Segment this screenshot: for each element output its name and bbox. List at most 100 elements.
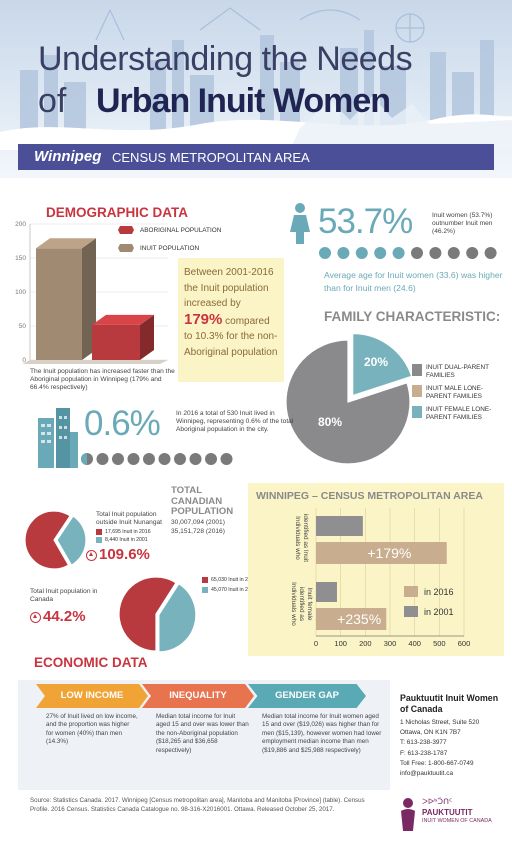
women-dots [319,247,497,259]
age-text: Average age for Inuit women (33.6) was h… [324,270,503,293]
family-slice-label-dual: 80% [318,415,342,429]
wpg-bar-2016 [316,608,387,630]
demo-tick-label: 0 [22,357,26,364]
banner [18,144,494,170]
outside-nunangat-change: 109.6% [86,546,150,563]
wpg-bar-pct-label: +179% [367,545,411,561]
share-dot [174,453,186,465]
legend-swatch-male [412,385,422,398]
share-dot [220,453,233,465]
family-legend-item: INUIT DUAL-PARENT FAMILIES [412,364,508,379]
banner-subtitle: CENSUS METROPOLITAN AREA [112,150,310,165]
women-dot [374,247,387,259]
legend-male: INUIT MALE LONE-PARENT FAMILIES [426,385,484,400]
tab-inequality: INEQUALITY [142,684,254,708]
total-canadian-l2: CANADIAN [171,495,223,507]
women-text: Inuit women (53.7%) outnumber Inuit men … [432,212,493,236]
legend-female: INUIT FEMALE LONE-PARENT FAMILIES [426,406,492,421]
total-canadian-heading: TOTAL CANADIAN POPULATION [171,485,234,518]
up-arrow-icon [86,549,97,561]
wpg-legend: in 2016 in 2001 [404,586,454,617]
outside-legend-2016: 17,695 Inuit in 2016 [96,529,151,535]
wpg-category-label: Individuals who [290,582,297,626]
share-dot [158,453,171,465]
in-canada-pct: 44.2% [43,608,86,625]
family-legend-item: INUIT FEMALE LONE-PARENT FAMILIES [412,406,508,421]
logo-figure-icon [401,798,415,831]
callout-post: compared to 10.3% for the non-Aboriginal… [184,315,278,358]
buildings-icon [38,408,78,468]
legend-swatch-female [412,406,422,419]
in-canada-label: Total Inuit population in Canada [30,588,98,604]
share-dots [81,453,233,465]
wpg-tick-labels: 0 100 200 300 400 500 600 [314,639,470,648]
contact-city: Ottawa, ON K1N 7B7 [400,729,461,737]
demographic-bar-chart: 0 50 100 150 200 [15,221,168,364]
in-canada-change: 44.2% [30,608,86,625]
contact-toll-free: Toll Free: 1-800-667-0749 [400,759,474,767]
wpg-legend-swatch [404,586,418,597]
contact-phone: T: 613-238-3977 [400,739,447,747]
legend-swatch-inuit [118,244,134,252]
wpg-tick-label: 500 [433,639,446,648]
legend-inuit: INUIT POPULATION [140,245,200,252]
canada-legend-2016: 65,030 Inuit in 2016 [202,577,257,583]
wpg-bar-pct-label: +235% [337,611,381,627]
total-canadian-l1: TOTAL [171,485,203,496]
wpg-bar-2001 [316,516,363,536]
total-canadian-l3: POPULATION [171,506,234,517]
swatch-2001 [96,537,102,543]
share-text: In 2016 a total of 530 Inuit lived in Wi… [176,410,294,434]
wpg-legend-swatch [404,606,418,617]
share-dot [205,453,217,465]
share-dot [143,453,155,465]
demo-bar-top [92,314,154,325]
demo-tick-label: 100 [15,289,26,296]
demo-floor [22,360,168,364]
demo-bar-top [36,238,96,249]
contact-block: Pauktuutit Inuit Women of Canada 1 Nicho… [400,693,508,779]
city-skyline-illustration [0,7,512,150]
family-heading: FAMILY CHARACTERISTIC: [324,309,501,324]
family-slice-label-female: 20% [364,355,388,369]
demographic-bars [36,238,154,360]
callout-pre: Between 2001-2016 the Inuit population i… [184,267,274,309]
share-dot [189,453,202,465]
contact-address: 1 Nicholas Street, Suite 520 [400,719,480,726]
out-slice-2001 [56,515,87,567]
women-dot [411,247,423,259]
women-dot [337,247,350,259]
family-legend-item: INUIT MALE LONE-PARENT FAMILIES [412,385,508,400]
wpg-category-label: Individuals who [294,516,301,560]
outside-nunangat-label: Total Inuit population outside Inuit Nun… [96,511,162,527]
swatch-2016 [96,529,102,535]
logo-name: PAUKTUUTIT [422,808,473,817]
outside-legend-2001: 8,440 Inuit in 2001 [96,537,148,543]
outside-2016-label: 17,695 Inuit in 2016 [105,529,151,535]
women-dot-row [319,247,497,259]
demo-tick-label: 200 [15,221,26,228]
in-canada-pie [118,576,197,653]
women-dot [355,247,368,259]
demo-tick-label: 50 [19,323,27,330]
wpg-bar-chart: +179%+235% Individuals who identified as … [290,508,470,648]
source-note: Source: Statistics Canada. 2017. Winnipe… [30,797,365,814]
tab-gender-gap: GENDER GAP [248,684,366,708]
share-pct: 0.6% [84,404,161,443]
contact-name: Pauktuutit Inuit Women of Canada [400,693,499,714]
title-line-2-prefix: of [38,82,67,120]
logo-sub: INUIT WOMEN OF CANADA [422,818,492,824]
wpg-legend-label: in 2016 [424,587,454,597]
family-pie-chart: 80% 20% [285,332,413,465]
demographic-caption: The Inuit population has increased faste… [30,368,175,392]
logo-syllabics: ᐳᐅᒃᑑᑎᑦ [422,797,453,806]
tab-low-income: LOW INCOME [36,684,148,708]
contact-fax: F: 613-238-1787 [400,749,448,757]
share-dot-row [81,453,233,465]
contact-email[interactable]: info@pauktuutit.ca [400,770,454,778]
wpg-bar-2001 [316,582,337,602]
title-line-2-strong: Urban Inuit Women [96,82,391,120]
wpg-tick-label: 0 [314,639,318,648]
outside-nunangat-pct: 109.6% [99,546,150,563]
demo-bar-front [92,324,140,360]
